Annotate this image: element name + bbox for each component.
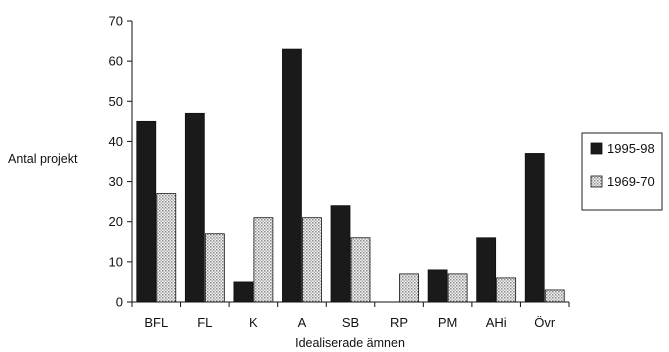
x-axis-title: Idealiserade ämnen [295, 336, 405, 350]
x-axis-category-labels: BFL FL K A SB RP PM AHi Övr [144, 315, 556, 330]
bar-series-1-FL [204, 233, 225, 303]
y-tick-label-50: 50 [109, 94, 123, 109]
bar-series-1-K [253, 217, 274, 303]
y-tick-label-70: 70 [109, 14, 123, 29]
x-tick-label-Övr: Övr [534, 315, 556, 330]
bar-series-0-SB [330, 205, 351, 303]
y-axis-tick-labels: 0 10 20 30 40 50 60 70 [109, 14, 123, 310]
x-tick-label-FL: FL [197, 315, 212, 330]
y-tick-label-20: 20 [109, 214, 123, 229]
x-tick-label-A: A [298, 315, 307, 330]
x-tick-label-BFL: BFL [144, 315, 168, 330]
y-tick-label-0: 0 [116, 295, 123, 310]
bar-series-0-K [233, 281, 254, 303]
x-axis-ticks [131, 302, 570, 307]
y-tick-label-40: 40 [109, 134, 123, 149]
bar-series-0-PM [427, 269, 448, 303]
legend-swatch-series-0 [590, 142, 603, 155]
legend-label-series-1: 1969-70 [607, 174, 655, 189]
x-tick-label-K: K [249, 315, 258, 330]
bar-series-1-BFL [156, 193, 177, 303]
bar-series-0-FL [184, 112, 205, 303]
bar-series-0-Övr [524, 153, 545, 303]
bar-series-1-AHi [496, 277, 517, 303]
y-tick-label-30: 30 [109, 174, 123, 189]
bar-series-1-A [302, 217, 322, 303]
x-tick-label-PM: PM [438, 315, 458, 330]
y-tick-label-60: 60 [109, 54, 123, 69]
legend-swatch-series-1 [590, 175, 603, 188]
y-tick-label-10: 10 [109, 254, 123, 269]
x-tick-label-SB: SB [342, 315, 359, 330]
bar-series-1-SB [350, 237, 371, 303]
y-axis-ticks [127, 20, 132, 303]
x-tick-label-AHi: AHi [486, 315, 507, 330]
legend: 1995-98 1969-70 [581, 132, 663, 211]
bar-series-0-A [282, 48, 302, 303]
bars [136, 48, 565, 303]
bar-series-1-PM [447, 273, 468, 303]
bar-series-0-AHi [476, 237, 497, 303]
y-axis-title: Antal projekt [8, 152, 78, 166]
bar-series-1-Övr [544, 289, 565, 303]
legend-frame [581, 132, 663, 211]
legend-label-series-0: 1995-98 [607, 141, 655, 156]
bar-series-1-RP [399, 273, 419, 303]
x-tick-label-RP: RP [390, 315, 408, 330]
bar-series-0-BFL [136, 120, 157, 303]
